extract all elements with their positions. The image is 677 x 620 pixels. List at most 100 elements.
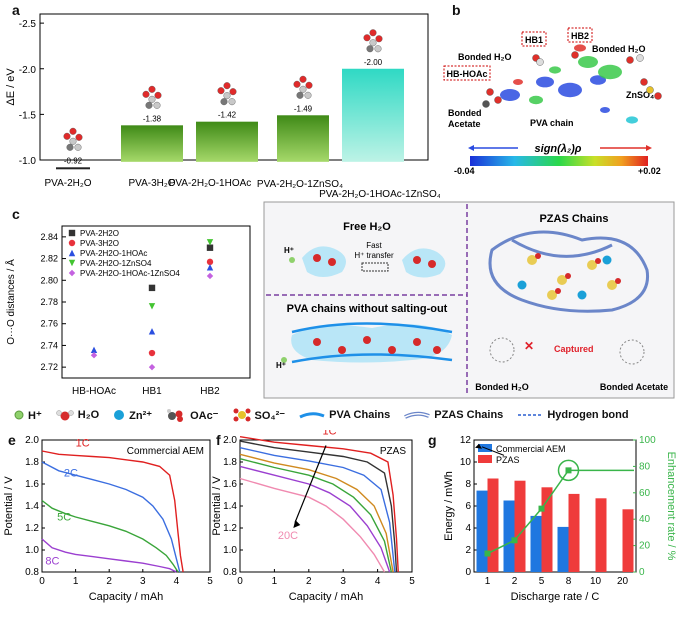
bar-value-label: -1.42 (218, 111, 237, 120)
series-line-8C (239, 453, 394, 573)
y2-axis-label: Enhancement rate / % (665, 452, 677, 561)
colorbar-max-label: +0.02 (638, 166, 661, 176)
bar-value-label: -2.00 (364, 58, 383, 67)
bonded-acetate-label: Acetate (448, 119, 481, 129)
x-tick-label: 0 (39, 576, 45, 587)
y-tick-label: 1.8 (223, 457, 237, 468)
y-tick-label: 0.8 (25, 567, 39, 578)
y-axis-label: Potential / V (3, 476, 15, 536)
panel-d-frame (263, 201, 675, 399)
bonded-acetate-label: Bonded (448, 108, 482, 118)
bar-0 (56, 167, 90, 170)
pva-chain-line-icon (299, 412, 325, 419)
y-axis-label: Potential / V (211, 476, 223, 536)
left-axis-arrow-line (481, 446, 505, 456)
curve-label: 2C (64, 467, 78, 479)
zinc-ion (577, 290, 587, 300)
x-tick-label: HB1 (142, 386, 162, 397)
molecule-atom (223, 92, 231, 100)
enhancement-marker (538, 505, 545, 512)
marker-triangle-down (68, 259, 76, 267)
y-tick-label: 1.8 (25, 457, 39, 468)
energy-bar-0 (503, 500, 515, 572)
bar-value-label: -1.38 (143, 114, 162, 123)
species-legend: H⁺ H₂O Zn²⁺ OAc⁻ SO₄²⁻ PVA Chains PZAS C… (0, 404, 677, 426)
water-oxygen (313, 338, 321, 346)
y-tick-label: 12 (460, 435, 472, 446)
blocked-x-icon: ✕ (524, 339, 534, 353)
x-tick-label: 5 (539, 576, 545, 587)
hydrogen-bond-line-icon (518, 414, 543, 416)
marker-triangle-down (148, 303, 156, 310)
highlight-circle (557, 459, 580, 482)
panel-f-chart: 0 1 2 3 4 5 0.8 1.0 1.2 1.4 1.6 1.8 2.0 Capacity / mA… (211, 430, 415, 603)
free-water-title: Free H₂O (343, 221, 391, 233)
bonded-water-left-label: Bonded H₂O (458, 52, 512, 62)
y2-tick-label: 60 (639, 488, 651, 499)
molecule-atom (145, 101, 153, 109)
h-plus-icon (14, 410, 24, 420)
fast-label: Fast (366, 241, 382, 250)
molecule-atom (296, 91, 304, 99)
y-tick-label: 1.6 (25, 479, 39, 490)
marker-circle (206, 258, 214, 266)
legend-label: Hydrogen bond (547, 409, 629, 421)
x-tick-label: HB-HOAc (72, 386, 116, 397)
atom (486, 88, 494, 96)
x-tick-label: PVA-2H₂O-1ZnSO₄ (257, 179, 343, 190)
atom (571, 51, 579, 59)
legend-h-plus: H⁺ (14, 409, 42, 422)
legend-label: PVA-2H2O (80, 229, 119, 238)
y-axis-label: ΔE / eV (5, 68, 17, 106)
hb2-label: HB2 (571, 31, 589, 41)
pva-chain-label: PVA chain (530, 118, 574, 128)
y2-tick-label: 20 (639, 541, 651, 552)
series-line-5C (41, 499, 179, 573)
y-tick-label: 1.2 (223, 523, 237, 534)
bar-3 (277, 115, 329, 162)
atom (494, 96, 502, 104)
proton (289, 257, 295, 263)
x-tick-label: 5 (409, 576, 415, 587)
isosurface-blob (536, 76, 554, 88)
chart-title: PZAS (380, 446, 406, 457)
water-molecule-icon (56, 410, 74, 421)
pzas-chain (511, 238, 613, 258)
bonded-acetate-label: Bonded Acetate (600, 382, 668, 392)
isosurface-blob (500, 89, 520, 101)
isosurface-blob (574, 44, 586, 52)
water-oxygen (413, 256, 421, 264)
y-tick-label: 2 (465, 545, 471, 556)
pzas-chain-line-icon (404, 411, 431, 419)
series-line-1C (239, 436, 399, 573)
arrow-right-head (646, 145, 652, 151)
znso4-label: ZnSO₄ (626, 90, 654, 100)
proton (281, 357, 287, 363)
sulfate-icon (233, 408, 250, 422)
energy-bar-1 (514, 480, 526, 572)
molecule-atom (217, 87, 225, 95)
colorbar-axis-label: sign(λ₂)ρ (535, 143, 582, 155)
y2-tick-label: 0 (639, 567, 645, 578)
colorbar-min-label: -0.04 (454, 166, 475, 176)
zinc-ion-icon (114, 410, 125, 420)
x-tick-label: PVA-2H₂O (44, 178, 91, 189)
y-tick-label: 0 (465, 567, 471, 578)
pva-chain (291, 322, 453, 334)
legend-pva: PVA Chains (299, 409, 390, 421)
y-tick-label: 2.82 (40, 254, 58, 264)
legend-so4: SO₄²⁻ (233, 408, 285, 422)
y-tick-label: 2.0 (25, 435, 39, 446)
captured-label: Captured (554, 344, 594, 354)
trend-arrow-line (294, 445, 327, 523)
panel-a-chart: -1.0 -1.5 -2.0 -2.5 ΔE / eV -0.92 -1.38 -1.42 -1… (5, 13, 440, 200)
enhancement-marker (511, 537, 518, 544)
marker-circle (148, 349, 156, 357)
chart-title: Commercial AEM (127, 446, 204, 457)
x-tick-label: PVA-2H₂O-1HOAc-1ZnSO₄ (319, 189, 440, 200)
zinc-ion (602, 255, 612, 265)
x-axis-label: Capacity / mAh (89, 591, 164, 603)
left-axis-arrow (475, 443, 482, 449)
molecule-atom (375, 35, 383, 43)
curve-label: 1C (323, 430, 337, 438)
